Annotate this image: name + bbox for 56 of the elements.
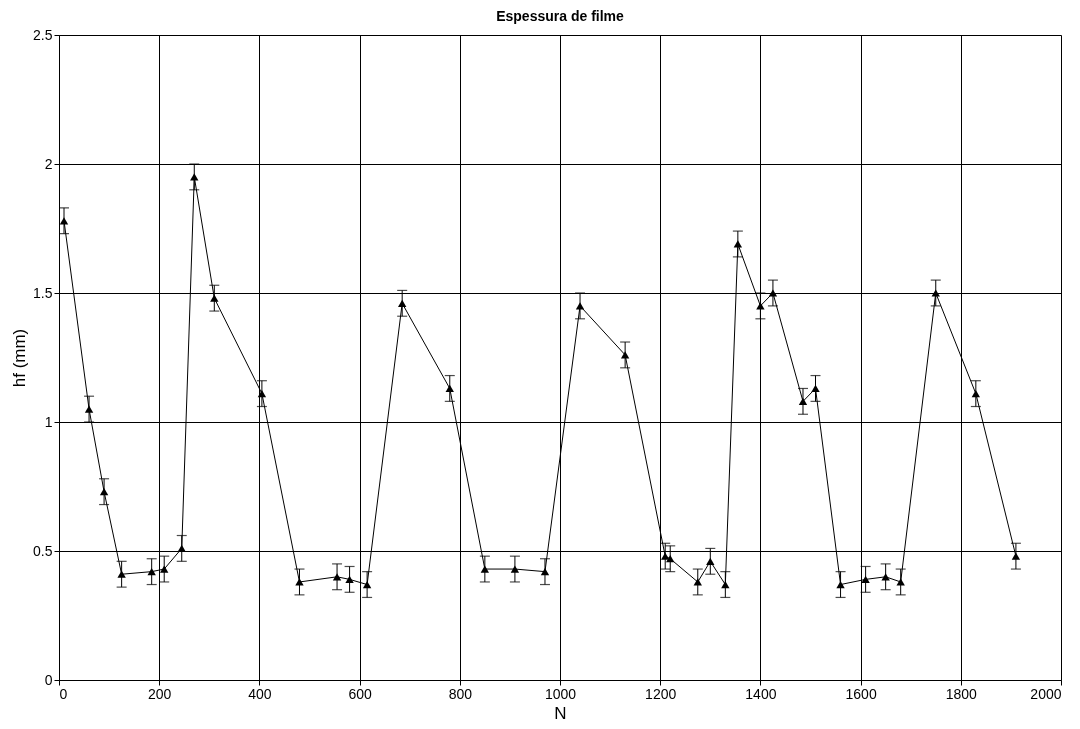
point	[721, 580, 730, 589]
x-tick-label: 0	[59, 685, 68, 702]
y-tick-label: 1	[44, 413, 53, 430]
y-tick-label: 2	[44, 155, 53, 172]
point	[362, 580, 372, 589]
point	[117, 570, 126, 578]
point	[693, 578, 702, 586]
point	[620, 351, 630, 359]
x-axis-title: N	[554, 703, 567, 723]
chart-title: Espessura de filme	[496, 8, 625, 24]
point	[575, 302, 585, 310]
point	[510, 565, 520, 573]
point	[540, 568, 550, 576]
x-tick-label: 400	[248, 685, 272, 702]
point	[84, 405, 94, 413]
y-tick-label: 0	[44, 671, 53, 688]
point	[1011, 552, 1021, 560]
point	[756, 302, 765, 310]
x-tick-label: 1800	[945, 685, 978, 702]
y-tick-label: 2.5	[33, 26, 53, 43]
point	[896, 578, 905, 586]
point	[733, 240, 743, 248]
point	[345, 575, 354, 583]
x-tick-label: 800	[448, 685, 473, 702]
point	[190, 173, 199, 181]
y-axis-title: hf (mm)	[10, 328, 30, 388]
point	[257, 390, 267, 398]
point	[398, 299, 407, 307]
point	[811, 384, 820, 393]
x-tick-label: 1600	[845, 685, 877, 702]
x-tick-label: 1200	[645, 685, 677, 702]
point	[480, 565, 490, 573]
point	[971, 390, 981, 398]
x-tick-label: 2000	[1030, 685, 1062, 702]
x-tick-label: 600	[348, 685, 372, 702]
y-tick-label: 1.5	[33, 284, 53, 301]
point	[861, 575, 870, 583]
point	[445, 384, 454, 393]
point	[931, 289, 940, 297]
point	[661, 552, 670, 560]
x-tick-label: 1000	[544, 685, 577, 702]
point	[295, 578, 304, 586]
point	[706, 557, 715, 565]
point	[666, 555, 675, 563]
point	[881, 573, 890, 581]
point	[99, 488, 109, 496]
point	[59, 217, 69, 225]
x-tick-label: 200	[148, 685, 172, 702]
point	[147, 568, 156, 576]
y-tick-label: 0.5	[33, 542, 53, 559]
x-tick-label: 1400	[745, 685, 777, 702]
point	[798, 397, 808, 405]
point	[332, 573, 342, 581]
point	[210, 294, 219, 302]
point	[768, 289, 778, 297]
point	[160, 565, 169, 573]
